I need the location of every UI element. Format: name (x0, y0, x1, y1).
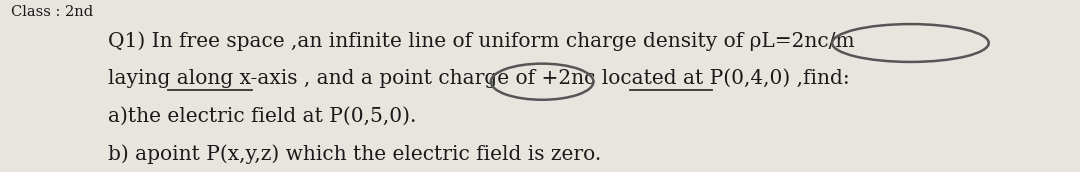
Text: Q1) In free space ,an infinite line of uniform charge density of ρL=2nc/m: Q1) In free space ,an infinite line of u… (108, 31, 854, 51)
Text: a)the electric field at P(0,5,0).: a)the electric field at P(0,5,0). (108, 107, 417, 126)
Text: b) apoint P(x,y,z) which the electric field is zero.: b) apoint P(x,y,z) which the electric fi… (108, 144, 602, 164)
Text: Class : 2nd: Class : 2nd (11, 5, 93, 19)
Text: laying along x-axis , and a point charge of +2nc located at P(0,4,0) ,find:: laying along x-axis , and a point charge… (108, 69, 850, 88)
